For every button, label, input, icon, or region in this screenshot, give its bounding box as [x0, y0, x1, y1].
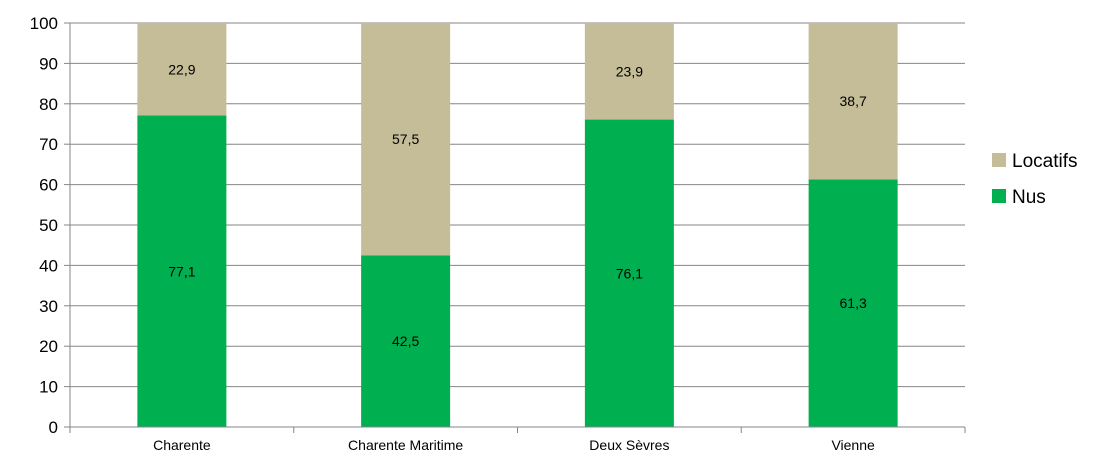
- data-label: 38,7: [840, 93, 867, 109]
- y-tick-label: 50: [39, 216, 58, 235]
- data-label: 22,9: [168, 61, 195, 77]
- data-label: 23,9: [616, 63, 643, 79]
- x-category-label: Charente: [153, 437, 211, 453]
- bar-locatifs: [808, 23, 898, 180]
- data-label: 61,3: [840, 295, 867, 311]
- data-label: 42,5: [392, 333, 419, 349]
- bar-locatifs: [361, 23, 451, 256]
- bars: 77,1 22,9 42,5 57,5 76,1 23,9 61,3 38,7: [137, 23, 898, 428]
- legend-label-locatifs: Locatifs: [1012, 151, 1077, 172]
- data-label: 57,5: [392, 131, 419, 147]
- y-tick-label: 70: [39, 135, 58, 154]
- y-axis-ticks: 0 10 20 30 40 50 60 70 80 90 100: [30, 14, 70, 437]
- y-tick-label: 90: [39, 54, 58, 73]
- bar-nus: [584, 119, 674, 427]
- y-tick-label: 0: [49, 418, 58, 437]
- y-tick-label: 10: [39, 378, 58, 397]
- bar-nus: [137, 115, 227, 428]
- axes: [69, 23, 966, 433]
- bar-locatifs: [137, 23, 227, 116]
- x-category-label: Vienne: [831, 437, 875, 453]
- bar-locatifs: [584, 23, 674, 120]
- x-axis-labels: Charente Charente Maritime Deux Sèvres Vien…: [153, 437, 875, 453]
- y-tick-label: 100: [30, 14, 58, 33]
- y-tick-label: 20: [39, 337, 58, 356]
- legend-label-nus: Nus: [1012, 187, 1046, 208]
- legend-swatch-nus: [992, 189, 1006, 203]
- y-tick-label: 80: [39, 95, 58, 114]
- data-label: 77,1: [168, 263, 195, 279]
- y-tick-label: 30: [39, 297, 58, 316]
- x-category-label: Deux Sèvres: [589, 437, 669, 453]
- legend: Locatifs Nus: [992, 151, 1077, 208]
- data-label: 76,1: [616, 265, 643, 281]
- x-category-label: Charente Maritime: [348, 437, 463, 453]
- legend-swatch-locatifs: [992, 153, 1006, 167]
- bar-nus: [361, 255, 451, 427]
- y-tick-label: 60: [39, 176, 58, 195]
- bar-nus: [808, 179, 898, 427]
- y-tick-label: 40: [39, 256, 58, 275]
